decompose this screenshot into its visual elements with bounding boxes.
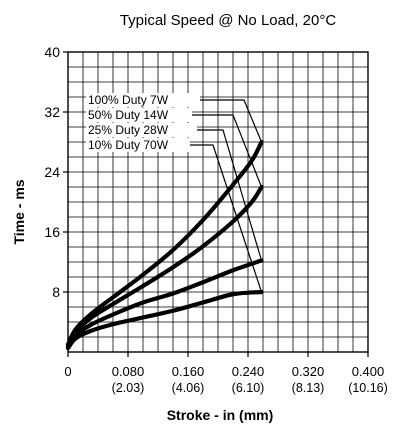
series-line-1 bbox=[65, 139, 264, 347]
x-tick-label: 0.400 bbox=[352, 364, 385, 379]
y-tick-label: 32 bbox=[44, 104, 60, 120]
series-line-2 bbox=[65, 184, 264, 349]
leader-line-2 bbox=[190, 114, 263, 188]
x-tick-sublabel: (6.10) bbox=[232, 381, 265, 395]
x-tick-label: 0.240 bbox=[232, 364, 265, 379]
legend-label-1: 100% Duty 7W bbox=[88, 93, 169, 107]
series-line-4 bbox=[65, 289, 264, 351]
series-line-3 bbox=[65, 258, 264, 350]
y-tick-label: 16 bbox=[44, 224, 60, 240]
legend-label-2: 50% Duty 14W bbox=[88, 108, 169, 122]
series-lines bbox=[65, 139, 264, 351]
x-tick-label: 0 bbox=[64, 364, 71, 379]
x-tick-label: 0.320 bbox=[292, 364, 325, 379]
x-tick-sublabel: (4.06) bbox=[172, 381, 205, 395]
legend-label-bg bbox=[86, 93, 200, 107]
x-tick-sublabel: (8.13) bbox=[292, 381, 325, 395]
tick-labels: 8 16 24 32 40 0 0.080 (2.03) 0.160 (4.06) 0.240 (6.… bbox=[44, 44, 387, 395]
y-tick-label: 8 bbox=[52, 284, 60, 300]
chart-title: Typical Speed @ No Load, 20°C bbox=[120, 12, 337, 29]
axes bbox=[63, 51, 369, 357]
x-axis-label: Stroke - in (mm) bbox=[167, 407, 274, 423]
legend-leader-lines bbox=[188, 99, 263, 293]
legend-label-bg bbox=[86, 138, 190, 152]
x-tick-label: 0.160 bbox=[172, 364, 205, 379]
y-tick-label: 24 bbox=[44, 164, 60, 180]
legend-label-4: 10% Duty 70W bbox=[88, 138, 169, 152]
x-tick-sublabel: (2.03) bbox=[112, 381, 145, 395]
y-tick-label: 40 bbox=[44, 44, 60, 60]
x-tick-label: 0.080 bbox=[112, 364, 145, 379]
legend-label-3: 25% Duty 28W bbox=[88, 123, 169, 137]
legend-label-bg bbox=[86, 123, 197, 137]
leader-line-3 bbox=[195, 129, 263, 261]
x-tick-sublabel: (10.16) bbox=[348, 381, 388, 395]
leader-line-1 bbox=[198, 99, 263, 143]
y-axis-label: Time - ms bbox=[11, 179, 27, 244]
plot-frame bbox=[67, 51, 369, 353]
leader-line-4 bbox=[188, 144, 263, 293]
legend-label-bg bbox=[86, 108, 192, 122]
